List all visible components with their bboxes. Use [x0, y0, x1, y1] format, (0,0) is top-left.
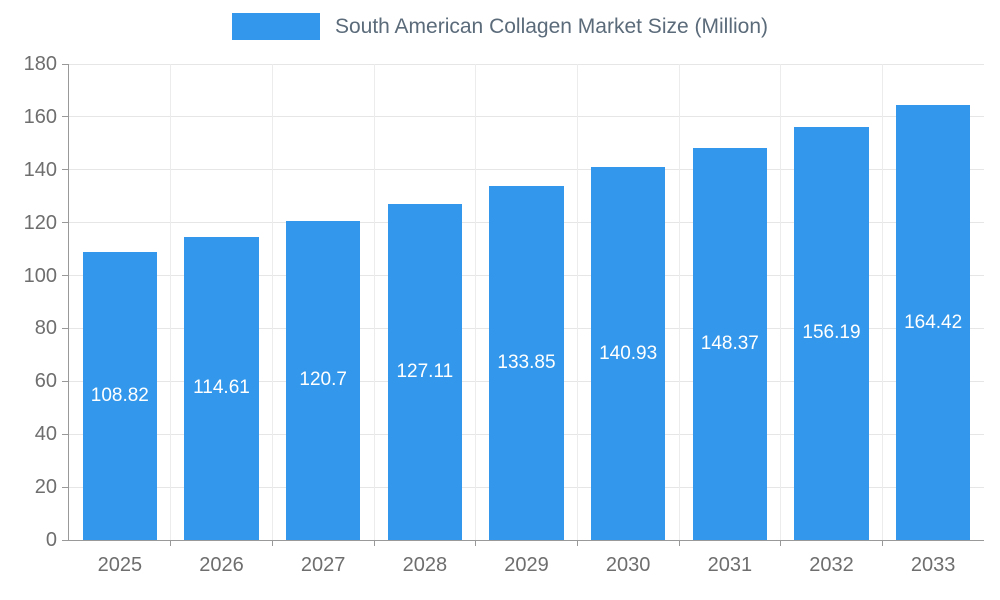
gridline-vertical [678, 64, 680, 540]
bar-value-label: 108.82 [90, 385, 149, 407]
y-axis-tick-label: 0 [45, 529, 57, 551]
x-axis-tick [373, 540, 375, 546]
bar-value-label: 164.42 [904, 311, 963, 333]
gridline-vertical [576, 64, 578, 540]
gridline-horizontal [69, 169, 984, 171]
x-axis-tick-label: 2033 [910, 554, 956, 576]
bar[interactable]: 108.82 [82, 252, 157, 540]
y-axis-tick-label: 60 [34, 370, 57, 393]
legend-swatch [231, 13, 320, 40]
gridline-horizontal [69, 63, 984, 65]
y-axis-tick [62, 116, 69, 118]
bar[interactable]: 148.37 [692, 147, 767, 540]
y-axis-tick [62, 486, 69, 488]
chart-legend[interactable]: South American Collagen Market Size (Mil… [0, 13, 1000, 40]
y-axis-tick-label: 20 [34, 476, 57, 499]
x-axis-tick [576, 540, 578, 546]
bar[interactable]: 120.7 [286, 220, 361, 540]
y-axis-tick-label: 40 [34, 423, 57, 446]
x-axis-tick [678, 540, 680, 546]
gridline-vertical [475, 64, 477, 540]
y-axis-tick [62, 380, 69, 382]
y-axis-tick [62, 327, 69, 329]
bar[interactable]: 133.85 [489, 186, 564, 540]
gridline-vertical [881, 64, 883, 540]
y-axis-tick [62, 433, 69, 435]
plot-area: 0 20 40 60 80 100 120 140 160 180 2025 108.82 2026 11… [24, 53, 984, 576]
y-axis-tick [62, 222, 69, 224]
bar-value-label: 133.85 [497, 352, 556, 374]
y-axis-tick-label: 140 [23, 158, 57, 181]
x-axis-tick [780, 540, 782, 546]
x-axis-tick-label: 2025 [97, 554, 143, 576]
bar-value-label: 127.11 [396, 360, 454, 382]
y-axis-tick [62, 169, 69, 171]
bar[interactable]: 164.42 [896, 105, 971, 540]
x-axis-tick-label: 2031 [707, 554, 753, 576]
bar-value-label: 140.93 [599, 342, 658, 364]
x-axis-tick-label: 2029 [504, 554, 549, 576]
bar-value-label: 114.61 [193, 377, 250, 399]
y-axis-tick [62, 275, 69, 277]
x-axis-tick [475, 540, 477, 546]
x-axis-tick [271, 540, 273, 546]
y-axis-tick-label: 120 [23, 211, 57, 234]
y-axis-tick-label: 160 [23, 105, 57, 128]
bar-value-label: 120.7 [299, 369, 347, 391]
y-axis-tick [62, 539, 69, 541]
y-axis-tick-label: 80 [34, 317, 57, 340]
x-axis-tick [881, 540, 883, 546]
bar-value-label: 156.19 [802, 322, 861, 344]
bar[interactable]: 140.93 [591, 167, 666, 540]
y-axis-tick [62, 63, 69, 65]
legend-label: South American Collagen Market Size (Mil… [334, 14, 768, 38]
gridline-vertical [373, 64, 375, 540]
x-axis-tick-label: 2028 [402, 554, 448, 576]
gridline-vertical [271, 64, 273, 540]
x-axis-tick-label: 2027 [300, 554, 346, 576]
bar[interactable]: 156.19 [794, 126, 869, 540]
gridline-vertical [170, 64, 172, 540]
bar[interactable]: 127.11 [387, 203, 462, 540]
y-axis-tick-label: 180 [23, 53, 57, 75]
y-axis-tick-label: 100 [23, 264, 57, 287]
gridline-vertical [780, 64, 782, 540]
x-axis-tick-label: 2032 [809, 554, 854, 576]
bar[interactable]: 114.61 [184, 236, 259, 540]
gridline-horizontal [69, 116, 984, 118]
bar-value-label: 148.37 [700, 332, 759, 354]
x-axis-tick-label: 2030 [605, 554, 651, 576]
x-axis-tick [170, 540, 172, 546]
x-axis-tick-label: 2026 [199, 554, 244, 576]
